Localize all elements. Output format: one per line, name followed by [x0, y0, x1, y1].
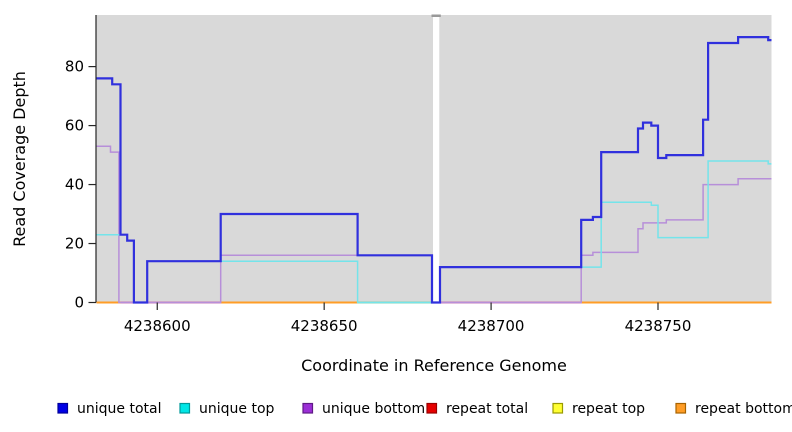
- legend-swatch: [179, 402, 191, 414]
- legend-label: unique top: [199, 401, 275, 417]
- series-unique-total: [96, 36, 772, 304]
- legend-item: unique bottom: [302, 401, 425, 417]
- legend-swatch: [57, 402, 69, 414]
- legend-item: repeat top: [552, 401, 645, 417]
- x-tick-label: 4238700: [458, 317, 525, 335]
- legend-item: repeat total: [426, 401, 528, 417]
- y-tick-label: 0: [74, 294, 84, 312]
- legend-label: repeat bottom: [695, 401, 792, 417]
- gap-cap: [431, 14, 441, 17]
- legend-swatch: [426, 402, 438, 414]
- y-tick-label: 20: [65, 235, 84, 253]
- y-axis-ticks: 0 20 40 60 80: [65, 58, 96, 312]
- x-tick-label: 4238600: [124, 317, 191, 335]
- legend: unique total unique top unique bottom repea…: [57, 401, 792, 417]
- legend-label: repeat top: [572, 401, 645, 417]
- y-tick-label: 60: [65, 117, 84, 135]
- x-axis-title: Coordinate in Reference Genome: [301, 356, 567, 375]
- y-tick-label: 80: [65, 58, 84, 76]
- legend-swatch: [552, 402, 564, 414]
- legend-label: unique total: [77, 401, 161, 417]
- gap-column: [433, 14, 440, 303]
- legend-swatch: [302, 402, 314, 414]
- legend-label: repeat total: [446, 401, 528, 417]
- legend-label: unique bottom: [322, 401, 425, 417]
- x-tick-label: 4238650: [291, 317, 358, 335]
- series-layer-front: [96, 36, 772, 304]
- legend-item: repeat bottom: [675, 401, 792, 417]
- legend-swatch: [675, 402, 687, 414]
- legend-item: unique total: [57, 401, 161, 417]
- series-unique-bottom: [96, 145, 772, 304]
- legend-item: unique top: [179, 401, 275, 417]
- y-axis-title: Read Coverage Depth: [10, 71, 29, 247]
- y-tick-label: 40: [65, 176, 84, 194]
- x-axis-ticks: 4238600 4238650 4238700 4238750: [124, 302, 692, 335]
- x-tick-label: 4238750: [625, 317, 692, 335]
